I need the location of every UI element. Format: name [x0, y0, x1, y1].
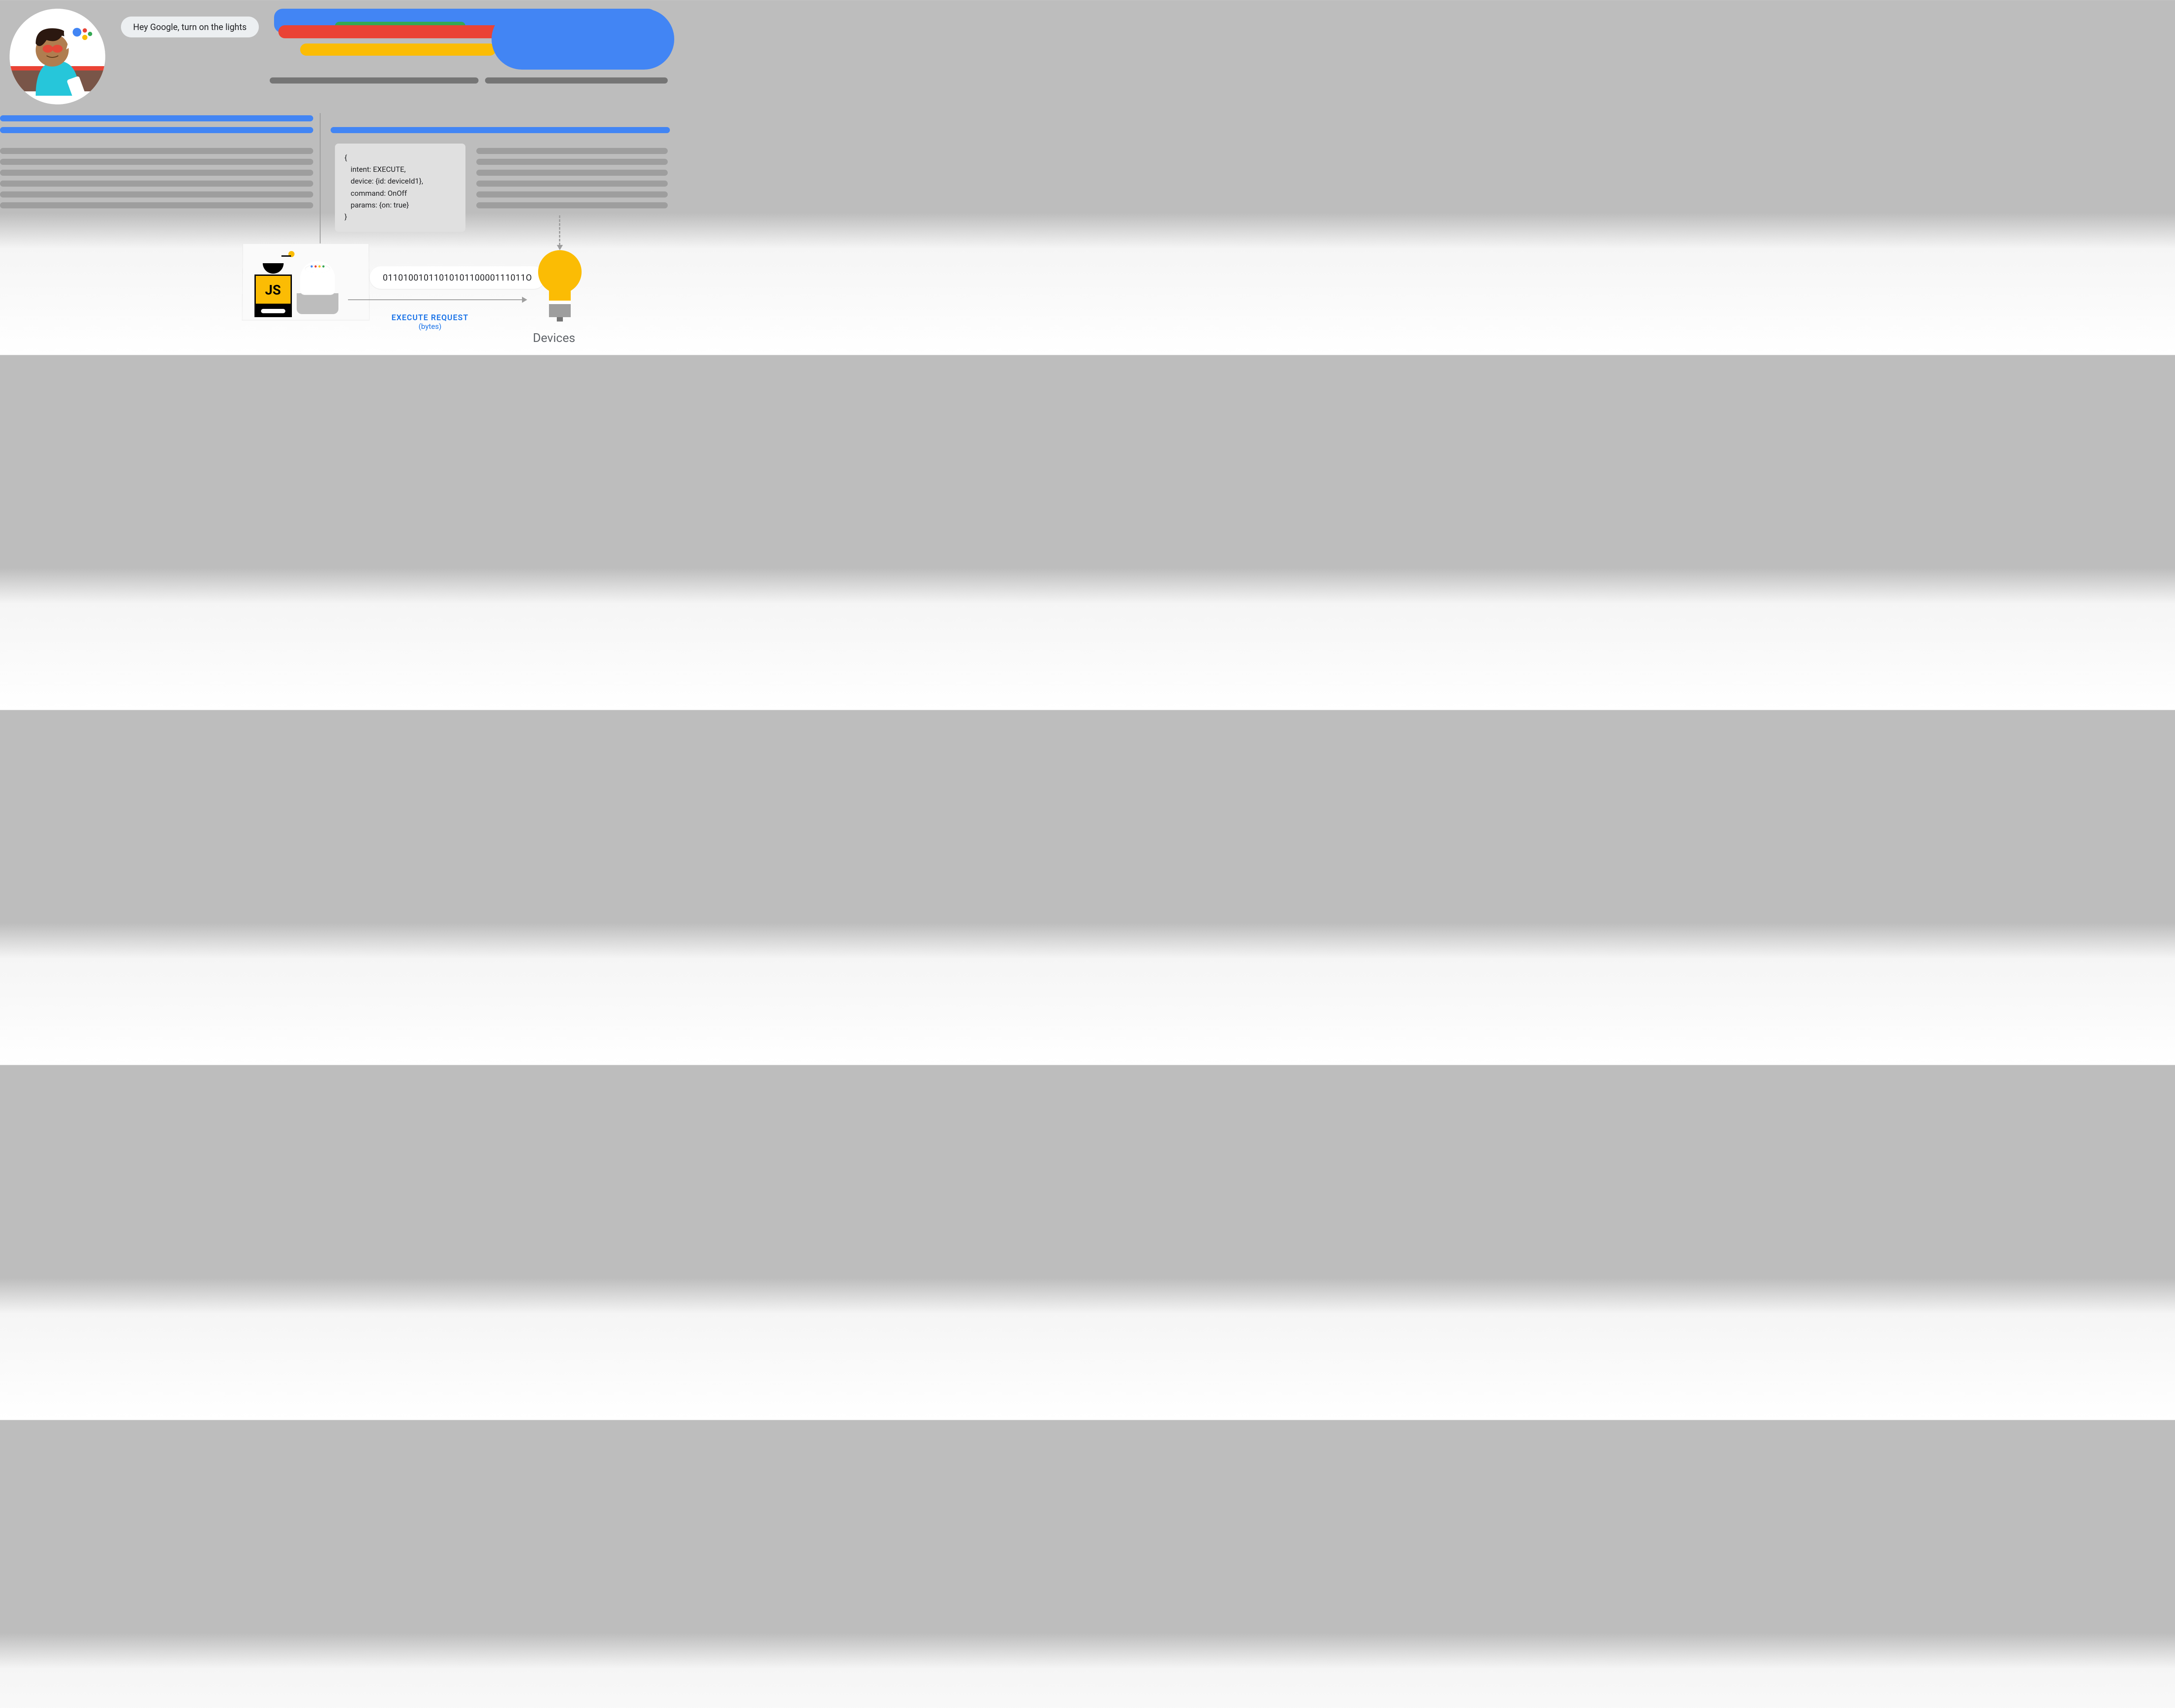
exec-subtitle: (bytes) [392, 322, 468, 331]
exec-title: EXECUTE REQUEST [392, 313, 468, 322]
execute-request-label: EXECUTE REQUEST (bytes) [392, 313, 468, 331]
lightbulb-icon [537, 250, 582, 322]
speech-bubble: Hey Google, turn on the lights [121, 17, 259, 37]
code-line: device: {id: deviceId1}, [345, 176, 456, 188]
code-line: params: {on: true} [345, 200, 456, 211]
js-label: JS [265, 282, 281, 298]
code-line: { [345, 152, 456, 164]
code-line: intent: EXECUTE, [345, 164, 456, 176]
user-avatar [10, 9, 105, 104]
bytes-text: 0110100101101010110000111011O [383, 272, 532, 283]
dashed-arrow-icon [559, 215, 560, 249]
bytes-pill: 0110100101101010110000111011O [370, 266, 545, 289]
speech-text: Hey Google, turn on the lights [133, 22, 247, 32]
arrow-right-icon [348, 299, 526, 300]
arrow-down-icon [320, 113, 321, 248]
code-line: } [345, 211, 456, 223]
code-line: command: OnOff [345, 188, 456, 200]
intent-code-box: { intent: EXECUTE, device: {id: deviceId… [335, 144, 465, 232]
google-home-icon [297, 261, 338, 318]
devices-label: Devices [533, 331, 575, 345]
js-engine-icon: JS [252, 263, 294, 317]
